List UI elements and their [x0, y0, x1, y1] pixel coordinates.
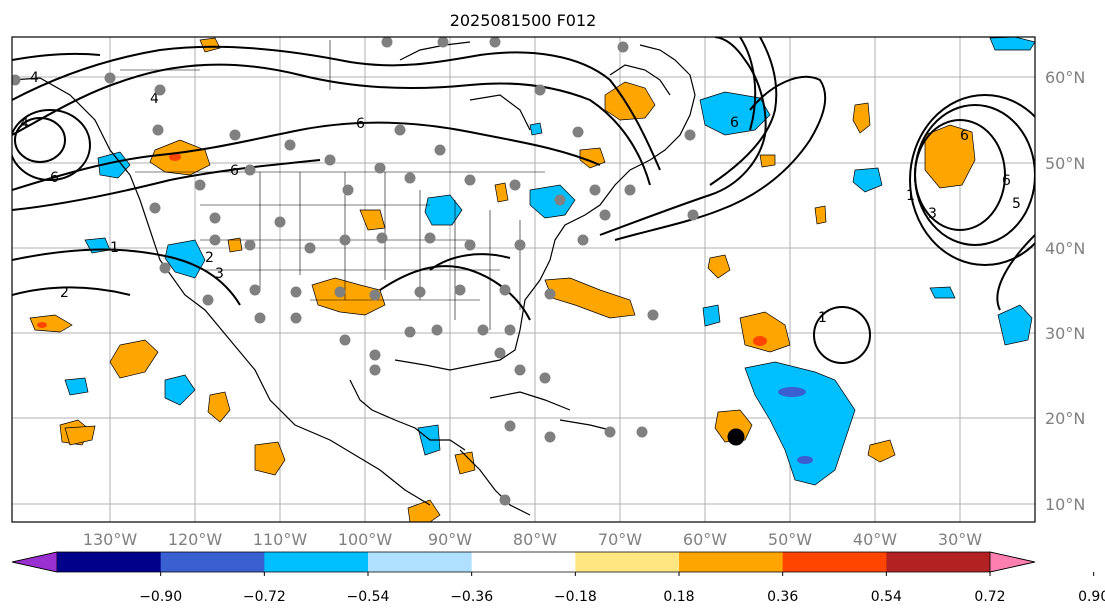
colorbar-tick-label: 0.18 [663, 589, 694, 605]
coastlines [12, 41, 696, 516]
colorbar-tick-label: 0.90 [1078, 589, 1105, 605]
lon-label: 60°W [683, 530, 727, 549]
lat-label: 60°N [1045, 68, 1085, 87]
contour-label: 5 [1012, 196, 1021, 212]
lon-label: 130°W [83, 530, 138, 549]
colorbar-extend-low [11, 551, 58, 573]
colorbar-tick-label: −0.54 [347, 589, 390, 605]
contour-labels: 4 6 4 6 4 6 6 2 3 2 1 6 3 1 1 6 5 [20, 70, 1021, 326]
lon-label: 120°W [168, 530, 223, 549]
contour-label: 4 [30, 70, 39, 86]
station-markers [12, 37, 699, 506]
colorbar-tick-label: −0.18 [554, 589, 597, 605]
colorbar-tick-label: −0.36 [450, 589, 493, 605]
contours [12, 37, 1035, 364]
contour-label: 6 [730, 115, 739, 131]
contour-label: 2 [60, 285, 69, 301]
contour-label: 6 [230, 163, 239, 179]
map-frame [11, 36, 1036, 523]
colorbar-bin [368, 552, 473, 572]
colorbar-outline [11, 551, 1036, 573]
colorbar-tick-label: −0.72 [243, 589, 286, 605]
contour-label: 2 [205, 250, 214, 266]
contour-label: 3 [928, 206, 937, 222]
colorbar-tick-label: 0.36 [767, 589, 798, 605]
longitude-labels: 130°W 120°W 110°W 100°W 90°W 80°W 70°W 6… [83, 530, 982, 549]
lon-label: 50°W [768, 530, 812, 549]
contour-label: 6 [50, 170, 59, 186]
colorbar-bin [264, 552, 369, 572]
contour-label: 6 [960, 128, 969, 144]
contour-label: 1 [818, 310, 827, 326]
lat-label: 50°N [1045, 154, 1085, 173]
lat-label: 40°N [1045, 239, 1085, 258]
colorbar-bin [886, 552, 991, 572]
colorbar-bin [471, 552, 576, 572]
colorbar-bin [160, 552, 265, 572]
colorbar: −0.90 −0.72 −0.54 −0.36 −0.18 0.18 0.36 0.54 0.7… [11, 551, 1105, 605]
contour-label: 4 [150, 91, 159, 107]
lon-label: 70°W [598, 530, 642, 549]
map-area: 4 6 4 6 4 6 6 2 3 2 1 6 3 1 1 6 5 [12, 37, 1035, 522]
map-title: 2025081500 F012 [450, 11, 597, 30]
lat-label: 20°N [1045, 409, 1085, 428]
lat-label: 30°N [1045, 324, 1085, 343]
colorbar-tick-label: 0.54 [871, 589, 902, 605]
lat-label: 10°N [1045, 495, 1085, 514]
shaded-field [29, 37, 1035, 522]
colorbar-bin [57, 552, 162, 572]
colorbar-bin [679, 552, 784, 572]
lon-label: 110°W [253, 530, 308, 549]
colorbar-tick-label: −0.90 [139, 589, 182, 605]
colorbar-bin [782, 552, 887, 572]
contour-label: 3 [215, 266, 224, 282]
latitude-labels: 60°N 50°N 40°N 30°N 20°N 10°N [1045, 68, 1085, 514]
contour-label: 1 [906, 188, 915, 204]
contour-label: 4 [20, 116, 29, 132]
colorbar-bin [575, 552, 680, 572]
colorbar-tick-label: 0.72 [974, 589, 1005, 605]
contour-label: 1 [110, 240, 119, 256]
colorbar-extend-high [989, 551, 1036, 573]
lon-label: 90°W [428, 530, 472, 549]
state-borders [120, 40, 545, 330]
lon-label: 30°W [938, 530, 982, 549]
lon-label: 100°W [338, 530, 393, 549]
lon-label: 80°W [513, 530, 557, 549]
storm-center-marker [727, 428, 745, 446]
contour-label: 6 [1002, 173, 1011, 189]
contour-label: 6 [356, 116, 365, 132]
lon-label: 40°W [853, 530, 897, 549]
